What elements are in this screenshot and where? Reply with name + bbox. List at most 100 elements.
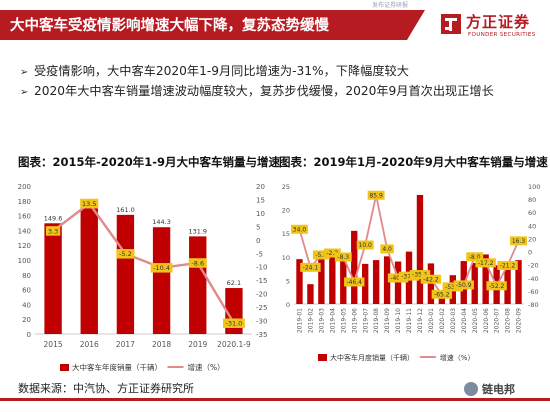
y-right-tick-label: 100 bbox=[528, 183, 540, 191]
growth-label-bg bbox=[510, 236, 527, 246]
bar-value-label: 131.9 bbox=[188, 227, 207, 235]
growth-label-bg bbox=[291, 224, 308, 234]
bullet-item: ➢ 受疫情影响，大中客车2020年1-9月同比增速为-31%，下降幅度较大 bbox=[20, 62, 494, 82]
bullet-arrow-icon: ➢ bbox=[20, 67, 29, 78]
y-left-tick-label: 100 bbox=[18, 257, 31, 265]
growth-value-label: 16.3 bbox=[512, 238, 526, 245]
title-banner: 大中客车受疫情影响增速大幅下降，复苏态势缓慢 bbox=[0, 10, 407, 40]
y-left-tick-label: 180 bbox=[18, 198, 31, 206]
x-tick-label: 2020.1-9 bbox=[217, 340, 251, 349]
growth-label-bg bbox=[466, 252, 484, 262]
x-tick-label: 2019-02 bbox=[308, 308, 315, 333]
company-logo: 方正证券 FOUNDER SECURITIES bbox=[440, 10, 544, 46]
legend-label: 大中客车年度销量（千辆） bbox=[72, 362, 162, 372]
x-tick-label: 2020-09 bbox=[516, 308, 523, 333]
y-left-tick-label: 60 bbox=[22, 287, 31, 295]
x-tick-label: 2019-09 bbox=[384, 308, 391, 333]
growth-value-label: -8.6 bbox=[191, 259, 204, 267]
growth-value-label: -65.2 bbox=[434, 291, 450, 298]
bar-value-label: 149.6 bbox=[44, 214, 63, 222]
x-tick-label: 2015 bbox=[44, 340, 63, 349]
y-right-tick-label: -20 bbox=[256, 291, 267, 299]
growth-value-label: -52.2 bbox=[489, 283, 505, 290]
bar bbox=[504, 263, 511, 304]
y-left-tick-label: 10 bbox=[282, 254, 290, 262]
growth-label-bg bbox=[45, 226, 61, 236]
growth-label-bg bbox=[475, 258, 496, 268]
growth-value-label: -42.2 bbox=[423, 276, 439, 283]
legend-label: 大中客车月度销量（千辆） bbox=[330, 353, 414, 362]
bar bbox=[152, 227, 171, 334]
y-right-tick-label: 5 bbox=[256, 223, 260, 231]
y-right-tick-label: -10 bbox=[256, 264, 267, 272]
bar bbox=[515, 260, 522, 304]
growth-value-label: -8.3 bbox=[337, 254, 349, 261]
y-left-tick-label: 80 bbox=[22, 272, 31, 280]
bar-value-label: 161.0 bbox=[116, 206, 135, 214]
y-right-tick-label: -25 bbox=[256, 304, 267, 312]
x-tick-label: 2020-01 bbox=[428, 308, 435, 333]
x-tick-label: 2020-04 bbox=[461, 308, 468, 333]
growth-value-label: -31.0 bbox=[226, 320, 243, 328]
growth-line bbox=[52, 201, 235, 324]
y-right-tick-label: 15 bbox=[256, 196, 265, 204]
x-tick-label: 2019-12 bbox=[417, 308, 424, 333]
founder-logo-icon bbox=[441, 14, 461, 34]
growth-value-label: 34.0 bbox=[293, 226, 307, 233]
y-left-tick-label: 200 bbox=[18, 183, 31, 191]
bar bbox=[362, 263, 369, 304]
growth-value-label: -40.3 bbox=[390, 275, 406, 282]
bar bbox=[372, 260, 380, 304]
growth-value-label: 85.9 bbox=[369, 192, 383, 199]
growth-value-label: 3.3 bbox=[48, 227, 58, 235]
x-tick-label: 2019-03 bbox=[318, 308, 325, 333]
bar bbox=[438, 296, 446, 304]
growth-label-bg bbox=[312, 250, 330, 260]
growth-label-bg bbox=[344, 277, 365, 287]
bar bbox=[340, 255, 347, 304]
y-right-tick-label: -20 bbox=[528, 262, 539, 270]
y-left-tick-label: 15 bbox=[282, 230, 290, 238]
y-right-tick-label: 20 bbox=[256, 183, 265, 191]
growth-value-label: -5.2 bbox=[119, 250, 132, 258]
bar-value-label: 144.3 bbox=[152, 218, 171, 226]
growth-value-label: -8.0 bbox=[469, 254, 481, 261]
x-tick-label: 2019-05 bbox=[340, 308, 347, 333]
y-right-tick-label: -5 bbox=[256, 250, 263, 258]
x-tick-label: 2020-06 bbox=[483, 308, 490, 333]
growth-label-bg bbox=[420, 274, 442, 284]
y-left-tick-label: 160 bbox=[18, 213, 31, 221]
y-left-tick-label: 140 bbox=[18, 227, 31, 235]
wechat-icon bbox=[464, 382, 478, 396]
x-tick-label: 2020-05 bbox=[472, 308, 479, 333]
x-tick-label: 2019 bbox=[188, 340, 207, 349]
growth-value-label: -21.2 bbox=[500, 263, 516, 270]
y-left-tick-label: 40 bbox=[22, 301, 31, 309]
growth-label-bg bbox=[356, 240, 374, 250]
y-right-tick-label: -80 bbox=[528, 301, 539, 309]
growth-label-bg bbox=[453, 280, 474, 290]
title-banner-cap bbox=[407, 10, 425, 40]
y-right-tick-label: -30 bbox=[256, 318, 267, 326]
growth-label-bg bbox=[222, 318, 245, 328]
growth-label-bg bbox=[188, 258, 207, 268]
data-source: 数据来源：中汽协、方正证券研究所 bbox=[18, 382, 194, 395]
y-right-tick-label: 20 bbox=[528, 235, 536, 243]
growth-value-label: 4.0 bbox=[382, 246, 392, 253]
bar bbox=[482, 254, 489, 304]
x-tick-label: 2020-02 bbox=[439, 308, 446, 333]
growth-value-label: 13.5 bbox=[82, 200, 96, 208]
bar bbox=[189, 236, 207, 334]
x-tick-label: 2019-11 bbox=[406, 308, 413, 333]
growth-label-bg bbox=[367, 190, 385, 200]
bar bbox=[116, 214, 135, 334]
growth-label-bg bbox=[431, 289, 453, 299]
growth-value-label: -17.2 bbox=[478, 260, 494, 267]
x-tick-label: 2019-01 bbox=[297, 308, 304, 333]
growth-label-bg bbox=[323, 248, 341, 258]
legend-label: 增速（%） bbox=[188, 362, 225, 372]
legend-bar-swatch bbox=[60, 364, 69, 371]
growth-value-label: -37.5 bbox=[401, 273, 417, 280]
bullet-text: 受疫情影响，大中客车2020年1-9月同比增速为-31%，下降幅度较大 bbox=[34, 64, 409, 78]
bullet-item: ➢ 2020年大中客车销量增速波动幅度较大，复苏步伐缓慢，2020年9月首次出现正… bbox=[20, 82, 494, 102]
